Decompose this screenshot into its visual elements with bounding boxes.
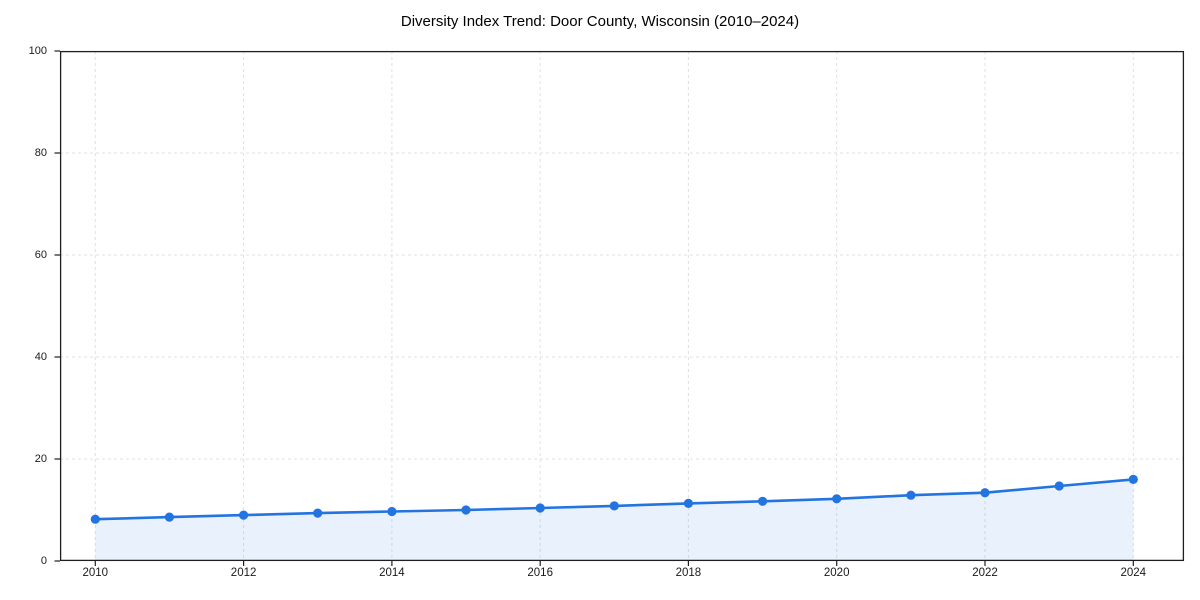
y-tick-label: 0 [40, 555, 47, 567]
data-point [1128, 474, 1138, 484]
plot-border [59, 50, 1185, 562]
line-plot [54, 50, 1185, 566]
y-tick-label: 20 [34, 453, 47, 465]
x-tick-label: 2022 [972, 567, 998, 579]
x-tick-label: 2012 [230, 567, 257, 579]
y-tick-label: 60 [34, 249, 47, 261]
data-point [387, 506, 397, 517]
y-tick-label: 100 [28, 45, 47, 57]
x-tick-label: 2024 [1120, 567, 1147, 579]
data-point [832, 494, 842, 504]
data-point [90, 514, 100, 524]
data-point [535, 503, 545, 513]
x-tick-label: 2018 [675, 567, 702, 579]
data-point [239, 510, 249, 520]
y-tick-label: 40 [34, 351, 47, 363]
data-point [609, 501, 619, 511]
plot-area [54, 50, 1185, 566]
y-tick-label: 80 [34, 147, 47, 159]
x-tick-label: 2016 [527, 567, 553, 579]
data-point [313, 508, 323, 518]
x-tick-label: 2020 [823, 567, 850, 579]
area-fill [95, 479, 1134, 561]
chart-title: Diversity Index Trend: Door County, Wisc… [400, 13, 800, 30]
data-point [461, 505, 471, 515]
x-tick-label: 2010 [82, 567, 109, 579]
data-point [164, 512, 174, 522]
data-point [906, 490, 916, 500]
data-point [1054, 481, 1064, 491]
x-tick-label: 2014 [379, 567, 405, 579]
data-point [683, 498, 694, 508]
data-point [758, 496, 768, 506]
data-point [980, 488, 990, 498]
